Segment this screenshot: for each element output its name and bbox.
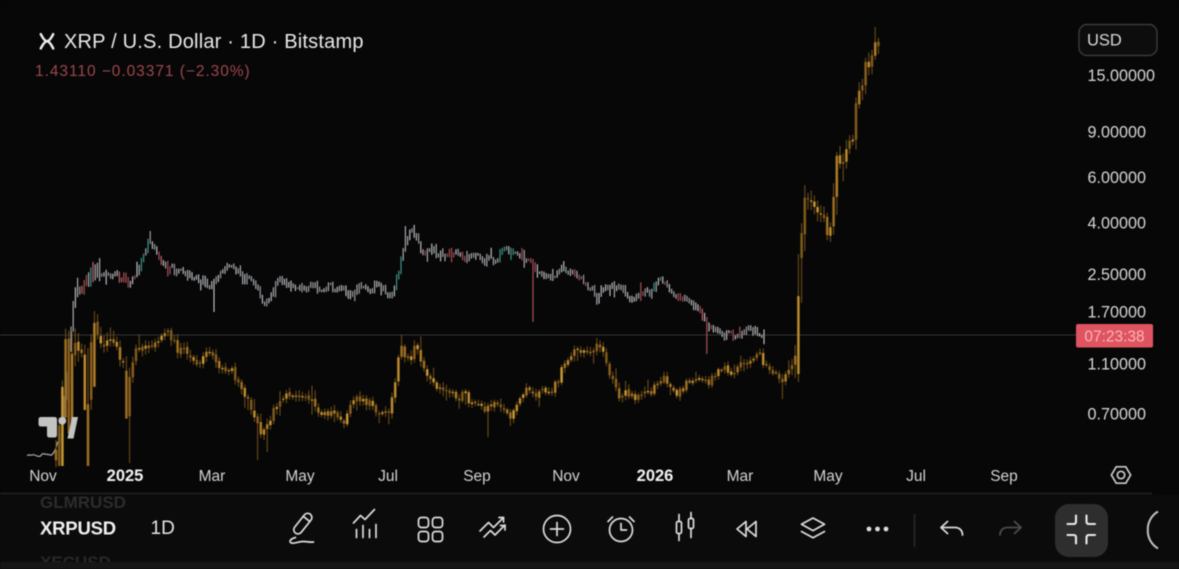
svg-text:XRP / U.S. Dollar · 1D · Bitst: XRP / U.S. Dollar · 1D · Bitstamp <box>64 31 364 53</box>
svg-text:Jul: Jul <box>378 468 398 485</box>
svg-text:Nov: Nov <box>29 468 57 485</box>
svg-text:GLMRUSD: GLMRUSD <box>40 493 126 512</box>
svg-text:Sep: Sep <box>990 468 1018 485</box>
svg-text:USD: USD <box>1087 32 1122 50</box>
svg-text:XRPUSD: XRPUSD <box>40 518 116 539</box>
svg-text:9.00000: 9.00000 <box>1088 124 1147 142</box>
svg-text:4.00000: 4.00000 <box>1088 215 1147 233</box>
svg-text:Jul: Jul <box>906 468 926 485</box>
svg-text:07:23:38: 07:23:38 <box>1084 329 1144 346</box>
svg-text:1.70000: 1.70000 <box>1088 304 1147 322</box>
svg-text:2025: 2025 <box>107 467 144 485</box>
svg-text:Nov: Nov <box>552 468 580 485</box>
svg-text:Sep: Sep <box>463 468 491 485</box>
svg-text:15.00000: 15.00000 <box>1088 67 1156 85</box>
svg-text:May: May <box>285 468 315 485</box>
svg-text:2026: 2026 <box>637 467 674 485</box>
svg-text:Mar: Mar <box>727 468 754 485</box>
svg-text:May: May <box>813 468 843 485</box>
svg-text:6.00000: 6.00000 <box>1088 169 1147 187</box>
svg-text:2.50000: 2.50000 <box>1088 266 1147 284</box>
svg-text:1.10000: 1.10000 <box>1088 356 1147 374</box>
svg-text:1D: 1D <box>151 518 175 539</box>
svg-text:Mar: Mar <box>199 468 226 485</box>
svg-text:1.43110 −0.03371 (−2.30%): 1.43110 −0.03371 (−2.30%) <box>35 63 251 80</box>
svg-text:0.70000: 0.70000 <box>1088 406 1147 424</box>
